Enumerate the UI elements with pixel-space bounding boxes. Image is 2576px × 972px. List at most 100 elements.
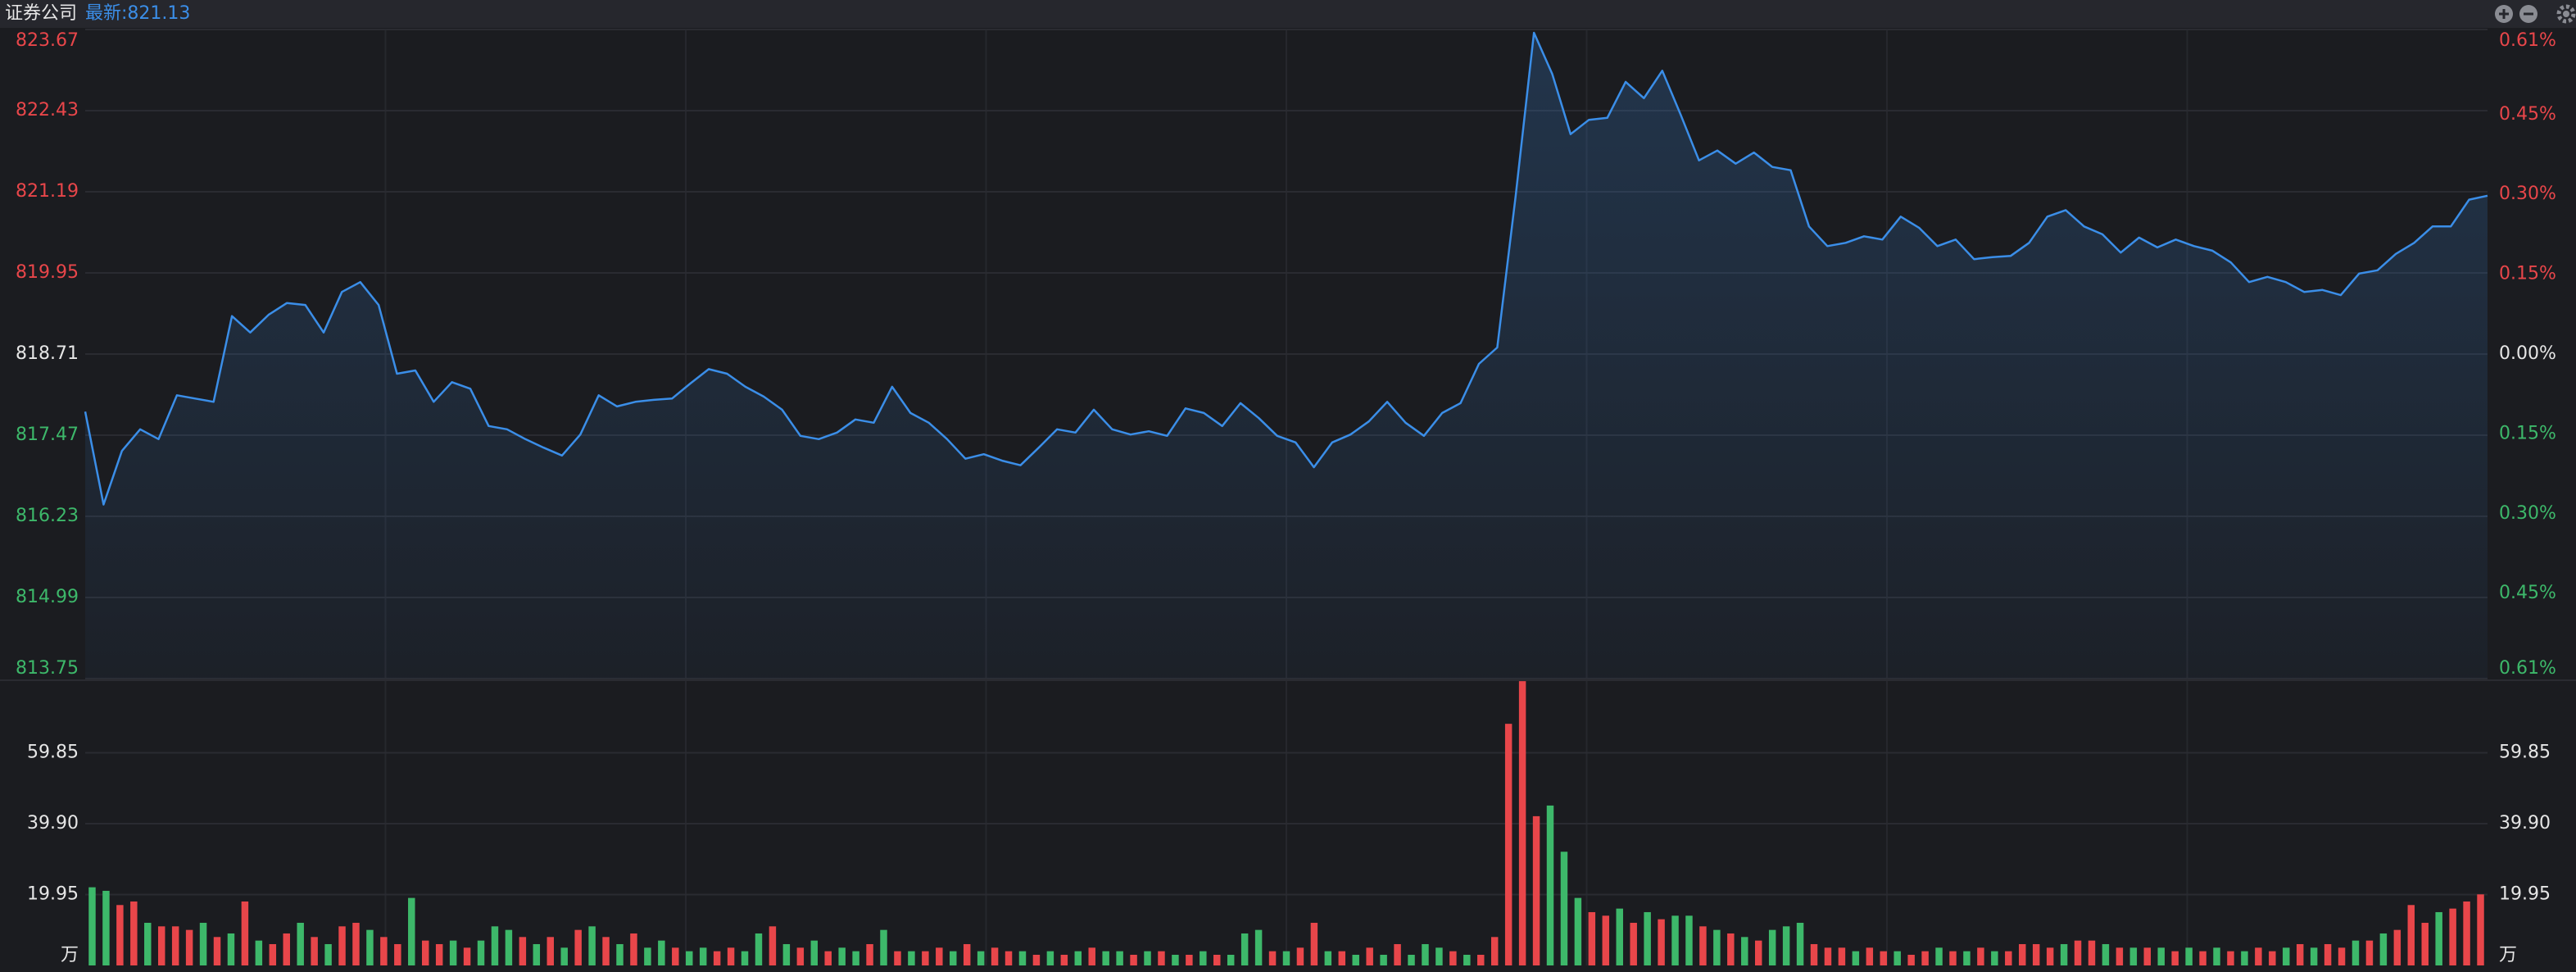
volume-bar <box>1630 922 1637 965</box>
volume-bar <box>1880 951 1887 965</box>
volume-bar <box>1741 937 1748 965</box>
settings-button[interactable] <box>2556 4 2576 24</box>
volume-bar <box>672 947 679 965</box>
volume-bar <box>1366 947 1373 965</box>
volume-bar <box>1754 940 1762 965</box>
volume-bar <box>1046 951 1054 965</box>
y2-tick-label: 0.45% <box>2499 583 2556 603</box>
volume-bar <box>866 943 873 965</box>
volume-bar <box>2241 951 2248 965</box>
volume-bar <box>1546 805 1554 965</box>
volume-bar <box>116 905 124 965</box>
volume-bar <box>1602 915 1610 965</box>
volume-bar <box>1949 951 1957 965</box>
volume-bar <box>741 951 749 965</box>
settings-icon <box>2563 11 2569 17</box>
volume-bar <box>2171 951 2179 965</box>
y-tick-label: 819.95 <box>16 262 79 283</box>
volume-bar <box>838 947 846 965</box>
y2-tick-label: 0.30% <box>2499 503 2556 524</box>
volume-bar <box>2227 951 2234 965</box>
volume-bar <box>1130 954 1137 965</box>
volume-bar <box>2449 908 2456 965</box>
y-tick-label: 821.19 <box>16 181 79 202</box>
volume-bar <box>1810 943 1818 965</box>
volume-bar <box>1240 933 1249 965</box>
volume-bar <box>1866 947 1874 965</box>
volume-bar <box>880 929 887 965</box>
volume-bar <box>908 951 915 965</box>
volume-bar <box>102 890 110 965</box>
y-tick-label: 817.47 <box>16 425 79 445</box>
labels: 823.67 822.43 821.19 819.95 818.71 817.47 816.… <box>16 30 2556 965</box>
volume-bar <box>1574 897 1582 965</box>
chart-title: 证券公司 <box>5 3 77 24</box>
volume-bar <box>852 951 859 965</box>
volume-bar <box>2032 943 2040 965</box>
volume-bar <box>463 947 471 965</box>
volume-bar <box>1463 954 1471 965</box>
volume-bar <box>1296 947 1304 965</box>
volume-bar <box>922 951 929 965</box>
volume-bar <box>1768 929 1776 965</box>
volume-bar <box>505 929 513 965</box>
volume-bar <box>1422 943 1429 965</box>
volume-bar <box>1782 926 1790 965</box>
volume-bar <box>1394 943 1401 965</box>
volume-bar <box>449 940 457 965</box>
volume-bar <box>1380 954 1387 965</box>
volume-bar <box>1227 954 1235 965</box>
volume-bar <box>2310 947 2318 965</box>
volume-bar <box>311 937 318 965</box>
volume-bar <box>1991 951 1998 965</box>
volume-bar <box>2255 947 2262 965</box>
volume-bar <box>408 897 415 965</box>
volume-bar <box>1172 954 1179 965</box>
volume-bar <box>991 947 999 965</box>
volume-bar <box>1144 951 1151 965</box>
marks <box>84 31 2488 965</box>
volume-bar <box>977 951 985 965</box>
volume-bar <box>2143 947 2152 965</box>
volume-bar <box>88 887 96 965</box>
volume-bar <box>144 922 152 965</box>
volume-bar <box>1338 951 1346 965</box>
volume-bar <box>519 937 527 965</box>
volume-unit-right: 万 <box>2499 945 2517 965</box>
volume-bar <box>1213 954 1221 965</box>
volume-bar <box>686 951 693 965</box>
volume-bar <box>2116 947 2124 965</box>
volume-bar <box>699 947 707 965</box>
volume-bar <box>546 937 554 965</box>
volume-bar <box>366 929 374 965</box>
volume-bar <box>1963 951 1971 965</box>
volume-bar <box>1518 681 1526 965</box>
volume-bar <box>283 933 290 965</box>
volume-bar <box>1200 951 1207 965</box>
volume-bar <box>1352 954 1359 965</box>
y-tick-label: 822.43 <box>16 100 79 120</box>
volume-bar <box>1435 947 1443 965</box>
volume-bar <box>1685 915 1693 965</box>
volume-bar <box>171 926 179 965</box>
volume-bar <box>796 947 805 965</box>
volume-bar <box>588 926 596 965</box>
window-controls[interactable] <box>2495 4 2576 24</box>
volume-bar <box>241 901 249 965</box>
volume-bar <box>1504 724 1512 965</box>
volume-bar <box>713 951 721 965</box>
volume-bar <box>1449 951 1457 965</box>
volume-bar <box>435 943 443 965</box>
y2-tick-label: 0.15% <box>2499 264 2556 284</box>
volume-bar <box>630 933 637 965</box>
volume-bar <box>2185 947 2193 965</box>
volume-bar <box>2102 943 2110 965</box>
latest-price: 最新:821.13 <box>85 3 190 24</box>
volume-bar <box>352 922 360 965</box>
volume-bar <box>1268 951 1277 965</box>
volume-bar <box>1060 954 1068 965</box>
y2-tick-label: 0.00% <box>2499 343 2556 364</box>
volume-bar <box>2019 943 2026 965</box>
